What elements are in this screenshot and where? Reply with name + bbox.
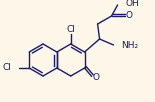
Text: Cl: Cl bbox=[2, 64, 11, 73]
Text: NH₂: NH₂ bbox=[122, 42, 139, 50]
Text: O: O bbox=[125, 12, 132, 21]
Text: Cl: Cl bbox=[66, 26, 75, 34]
Text: O: O bbox=[92, 73, 99, 82]
Text: OH: OH bbox=[126, 0, 139, 8]
